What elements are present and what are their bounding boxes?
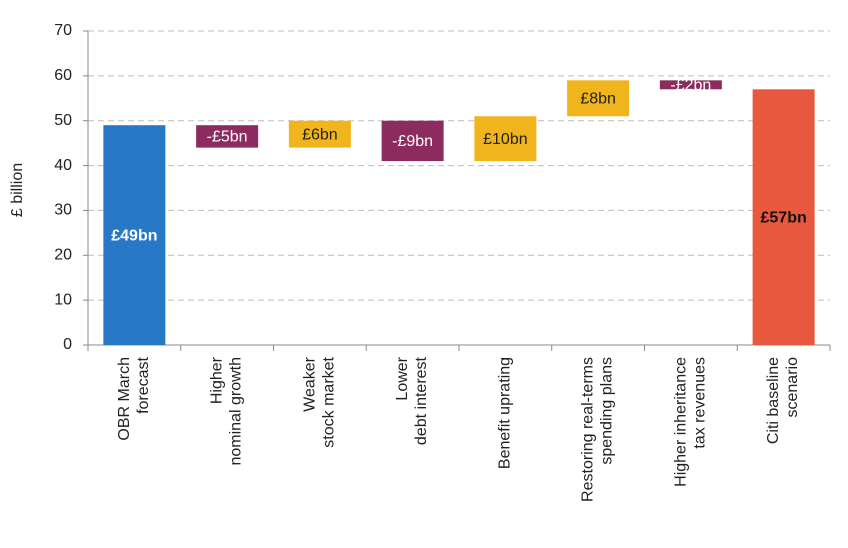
x-tick-label-line: nominal growth [228, 357, 245, 466]
bar [567, 80, 630, 117]
x-tick-label-line: spending plans [599, 357, 616, 465]
bar [752, 89, 815, 345]
x-tick-label-line: debt interest [413, 356, 430, 445]
x-tick-label: OBR March forecast [116, 356, 152, 440]
x-tick-label: Citi baseline scenario [765, 357, 801, 444]
y-tick-label: 10 [54, 291, 72, 308]
y-tick-label: 60 [54, 67, 72, 84]
x-tick-label-line: stock market [321, 356, 338, 447]
bar [103, 125, 166, 345]
x-tick-label-line: Lower [394, 356, 411, 400]
bar [474, 116, 537, 162]
value-label: £6bn [302, 126, 338, 143]
y-axis-label: £ billion [9, 163, 26, 217]
y-tick-label: 70 [54, 22, 72, 39]
bar [381, 120, 444, 162]
bar [659, 80, 722, 90]
bar [288, 120, 351, 148]
x-tick-label: Restoring real-terms spending plans [580, 357, 616, 502]
x-tick-label: Weaker stock market [302, 356, 338, 447]
y-tick-label: 30 [54, 202, 72, 219]
x-tick-label-line: forecast [135, 356, 152, 413]
x-tick-label-line: OBR March [116, 357, 133, 441]
x-tick-label-line: Higher inheritance [673, 357, 690, 487]
x-tick-label-line: tax revenues [692, 357, 709, 449]
value-label: £8bn [580, 91, 616, 108]
x-tick-label: Benefit uprating [497, 357, 514, 469]
x-tick-label-line: Restoring real-terms [580, 357, 597, 502]
value-label: -£2bn [670, 77, 711, 94]
x-tick-label-line: scenario [784, 357, 801, 418]
x-tick-label: Higher nominal growth [209, 356, 245, 465]
bar [196, 125, 259, 148]
value-label: -£5bn [207, 129, 248, 146]
value-label: -£9bn [392, 133, 433, 150]
x-tick-label: Higher inheritance tax revenues [673, 357, 709, 487]
value-label: £49bn [111, 227, 157, 244]
y-tick-label: 40 [54, 157, 72, 174]
y-tick-label: 20 [54, 247, 72, 264]
x-tick-label: Lower debt interest [394, 356, 430, 445]
x-tick-label-line: Benefit uprating [497, 357, 514, 469]
y-tick-label: 50 [54, 112, 72, 129]
y-tick-label: 0 [63, 336, 72, 353]
x-tick-label-line: Weaker [302, 356, 319, 412]
value-label: £57bn [761, 209, 807, 226]
value-label: £10bn [483, 131, 528, 148]
x-tick-label-line: Citi baseline [765, 357, 782, 444]
x-tick-label-line: Higher [209, 356, 226, 404]
